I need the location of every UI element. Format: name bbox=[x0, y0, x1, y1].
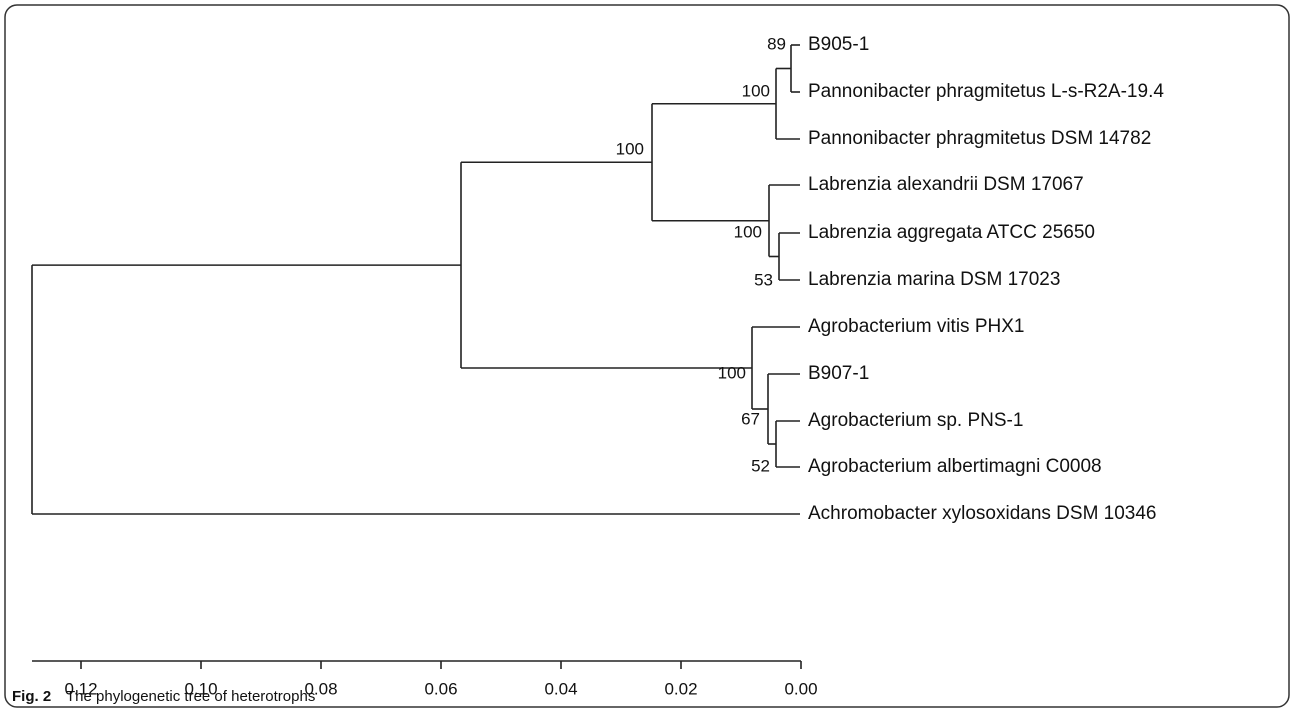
scale-label: 0.04 bbox=[544, 679, 577, 698]
scale-label: 0.06 bbox=[424, 679, 457, 698]
scale-label: 0.00 bbox=[784, 679, 817, 698]
bootstrap-value: 100 bbox=[616, 139, 644, 158]
caption-text: The phylogenetic tree of heterotrophs bbox=[66, 688, 315, 705]
scale-label: 0.02 bbox=[664, 679, 697, 698]
leaf-label: B905-1 bbox=[808, 34, 869, 55]
leaf-label: Agrobacterium vitis PHX1 bbox=[808, 316, 1024, 337]
leaf-label: B907-1 bbox=[808, 363, 869, 384]
bootstrap-value: 52 bbox=[751, 456, 770, 475]
bootstrap-value: 100 bbox=[718, 363, 746, 382]
frame bbox=[4, 4, 1290, 708]
bootstrap-value: 67 bbox=[741, 409, 760, 428]
caption-label: Fig. 2 bbox=[12, 688, 51, 705]
bootstrap-value: 100 bbox=[734, 222, 762, 241]
leaf-label: Agrobacterium albertimagni C0008 bbox=[808, 456, 1102, 477]
scale-label: 0.08 bbox=[304, 679, 337, 698]
scale-label: 0.12 bbox=[64, 679, 97, 698]
leaf-label: Agrobacterium sp. PNS-1 bbox=[808, 410, 1023, 431]
leaf-label: Labrenzia marina DSM 17023 bbox=[808, 269, 1060, 290]
leaf-label: Achromobacter xylosoxidans DSM 10346 bbox=[808, 503, 1157, 524]
bootstrap-value: 53 bbox=[754, 270, 773, 289]
bootstrap-value: 89 bbox=[767, 34, 786, 53]
leaf-label: Pannonibacter phragmitetus L-s-R2A-19.4 bbox=[808, 81, 1164, 102]
scale-label: 0.10 bbox=[184, 679, 217, 698]
leaf-label: Labrenzia alexandrii DSM 17067 bbox=[808, 174, 1084, 195]
tree: B905-1 Pannonibacter phragmitetus L-s-R2A… bbox=[31, 34, 1164, 698]
bootstrap-value: 100 bbox=[742, 81, 770, 100]
leaf-label: Pannonibacter phragmitetus DSM 14782 bbox=[808, 128, 1151, 149]
leaf-label: Labrenzia aggregata ATCC 25650 bbox=[808, 222, 1095, 243]
